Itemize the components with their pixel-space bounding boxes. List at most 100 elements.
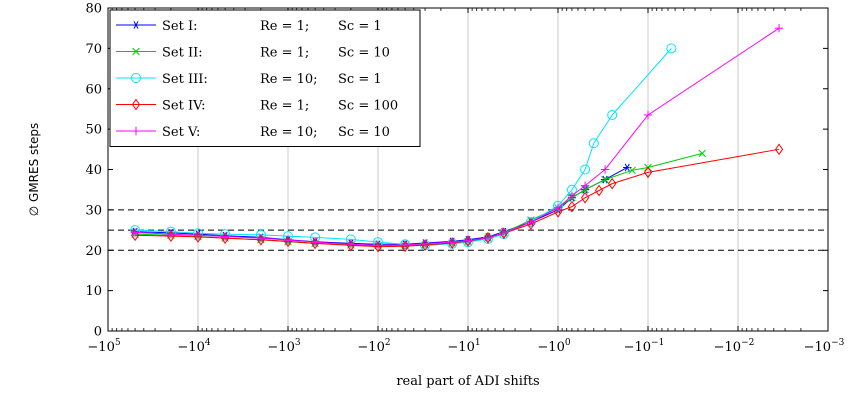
- data-point: [588, 138, 599, 149]
- y-tick-label: 10: [85, 284, 102, 299]
- x-tick-exponent: 1: [475, 338, 481, 348]
- data-point: [567, 200, 577, 213]
- y-tick-label: 50: [85, 123, 102, 138]
- data-point: [166, 229, 176, 239]
- data-point: [130, 229, 140, 242]
- data-point: [698, 149, 706, 158]
- data-point: [580, 191, 590, 204]
- data-point: [594, 184, 604, 197]
- data-point: [420, 239, 430, 248]
- data-point: [130, 228, 140, 237]
- legend-re: Re = 1;: [260, 99, 309, 114]
- data-point: [256, 233, 266, 243]
- data-point: [483, 233, 493, 242]
- x-tick-exponent: 5: [115, 338, 121, 348]
- legend-set-name: Set V:: [162, 125, 200, 140]
- y-tick-label: 0: [94, 325, 102, 340]
- x-tick-exponent: −1: [651, 338, 664, 348]
- series-line: [135, 152, 703, 247]
- y-tick-labels: 0 10 20 30 40 50 60 70 80: [85, 2, 102, 340]
- x-tick-labels: −105 −104 −103 −102 −101 −100 −10−1 −10−2 −10−3: [87, 338, 844, 355]
- series-line: [135, 148, 780, 248]
- y-tick-label: 30: [85, 203, 102, 218]
- data-point: [643, 110, 653, 120]
- legend-sc: Sc = 100: [338, 99, 398, 114]
- x-axis-label: real part of ADI shifts: [396, 374, 539, 389]
- legend: Set I: Re = 1; Sc = 1 Set II: Re = 1; Sc = 10…: [109, 9, 421, 147]
- series-5: [130, 23, 784, 250]
- x-tick-exponent: 0: [565, 338, 571, 348]
- data-point: [447, 237, 457, 247]
- data-point: [373, 241, 383, 250]
- legend-entry: Set I: Re = 1; Sc = 1: [116, 19, 382, 34]
- y-tick-label: 80: [85, 2, 102, 17]
- x-tick-label: −105: [87, 338, 120, 355]
- legend-re: Re = 10;: [260, 125, 318, 140]
- x-tick-label: −10−2: [714, 338, 755, 355]
- legend-entry: Set III: Re = 10; Sc = 1: [116, 72, 382, 87]
- data-point: [580, 164, 591, 175]
- data-point: [193, 231, 203, 240]
- x-tick-exponent: −3: [831, 338, 845, 348]
- y-axis-label: ∅ GMRES steps: [27, 123, 41, 216]
- legend-marker: [131, 98, 141, 111]
- data-point: [463, 236, 473, 245]
- data-point: [483, 231, 493, 244]
- legend-sc: Sc = 1: [338, 72, 382, 87]
- series-layer: [130, 23, 784, 253]
- data-point: [628, 166, 636, 175]
- data-point: [499, 227, 508, 240]
- legend-re: Re = 10;: [260, 72, 318, 87]
- y-tick-label: 20: [85, 244, 102, 259]
- data-point: [310, 237, 320, 247]
- data-point: [608, 177, 617, 190]
- data-point: [623, 163, 632, 172]
- x-tick-label: −104: [177, 338, 210, 355]
- data-point: [774, 23, 784, 33]
- data-point: [346, 239, 356, 249]
- data-point: [600, 165, 610, 174]
- legend-re: Re = 1;: [260, 19, 309, 34]
- legend-marker: [131, 21, 141, 29]
- series-line: [135, 27, 780, 246]
- x-tick-label: −103: [267, 338, 300, 355]
- data-point: [666, 43, 677, 54]
- data-point: [553, 203, 563, 213]
- data-point: [499, 229, 509, 238]
- data-point: [774, 143, 784, 156]
- legend-set-name: Set III:: [162, 72, 208, 87]
- y-tick-label: 70: [85, 42, 102, 57]
- legend-re: Re = 1;: [260, 46, 309, 61]
- legend-entry: Set II: Re = 1; Sc = 10: [116, 46, 390, 61]
- data-point: [580, 181, 590, 190]
- x-tick-label: −10−1: [624, 338, 665, 355]
- legend-set-name: Set I:: [162, 19, 197, 34]
- data-point: [553, 206, 563, 218]
- data-point: [601, 175, 609, 184]
- legend-sc: Sc = 10: [338, 46, 390, 61]
- legend-set-name: Set II:: [162, 46, 203, 61]
- x-tick-label: −100: [537, 338, 570, 355]
- legend-marker: [132, 47, 140, 56]
- legend-set-name: Set IV:: [162, 99, 206, 114]
- legend-sc: Sc = 10: [338, 125, 390, 140]
- data-point: [643, 166, 653, 179]
- series-line: [135, 48, 672, 246]
- data-point: [220, 232, 230, 241]
- x-tick-label: −10−3: [804, 338, 845, 355]
- x-tick-exponent: 4: [205, 338, 211, 348]
- data-point: [567, 191, 577, 200]
- data-point: [526, 217, 536, 227]
- legend-marker: [131, 126, 141, 136]
- y-tick-label: 40: [85, 163, 102, 178]
- x-tick-exponent: 3: [295, 338, 301, 348]
- data-point: [283, 235, 293, 245]
- legend-marker: [131, 73, 141, 83]
- x-tick-exponent: 2: [385, 338, 391, 348]
- data-point: [607, 109, 618, 120]
- legend-box: [109, 9, 421, 147]
- legend-sc: Sc = 1: [338, 19, 382, 34]
- legend-entry: Set IV: Re = 1; Sc = 100: [116, 99, 398, 114]
- y-tick-label: 60: [85, 82, 102, 97]
